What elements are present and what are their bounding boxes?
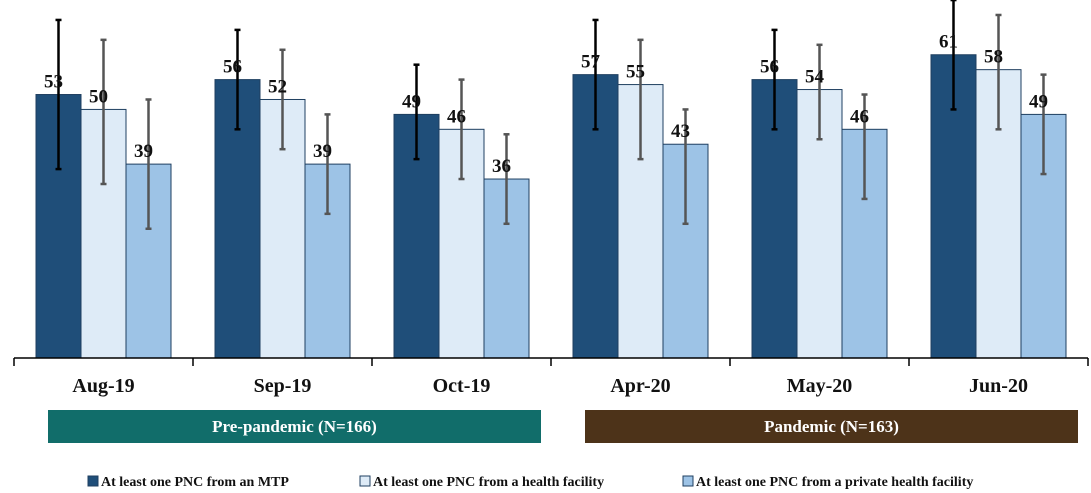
value-label-jun-20-series-3: 49 — [1029, 91, 1048, 112]
tick-label-apr-20: Apr-20 — [610, 375, 670, 397]
tick-label-oct-19: Oct-19 — [433, 375, 491, 397]
value-label-aug-19-series-3: 39 — [134, 141, 153, 162]
legend-label-series-3: At least one PNC from a private health f… — [696, 475, 973, 490]
bar-jun-20-series-2 — [975, 69, 1022, 359]
period-label-pre-pandemic-n-166: Pre-pandemic (N=166) — [212, 417, 377, 436]
period-bands: Pre-pandemic (N=166) Pandemic (N=163) — [48, 410, 1078, 443]
value-labels-layer: 53 50 39 56 52 39 49 46 36 57 55 43 56 54 46 61 58 49 — [44, 32, 1048, 177]
tick-label-may-20: May-20 — [787, 375, 853, 397]
legend-label-series-1: At least one PNC from an MTP — [101, 475, 289, 490]
legend-swatch-series-3 — [682, 475, 694, 487]
tick-label-sep-19: Sep-19 — [254, 375, 312, 397]
value-label-sep-19-series-3: 39 — [313, 141, 332, 162]
value-label-oct-19-series-2: 46 — [447, 106, 466, 127]
value-label-sep-19-series-2: 52 — [268, 76, 287, 97]
period-band-pre-pandemic-n-166 — [48, 410, 541, 443]
value-label-oct-19-series-1: 49 — [402, 91, 421, 112]
tick-label-aug-19: Aug-19 — [72, 375, 134, 397]
error-bars-layer — [55, 0, 1047, 230]
value-label-sep-19-series-1: 56 — [223, 57, 242, 78]
x-axis: Aug-19 Sep-19 Oct-19 Apr-20 May-20 Jun-20 — [13, 357, 1089, 397]
value-label-apr-20-series-1: 57 — [581, 52, 601, 73]
value-label-aug-19-series-2: 50 — [89, 86, 108, 107]
legend-swatch-series-2 — [359, 475, 371, 487]
legend-label-series-2: At least one PNC from a health facility — [373, 475, 604, 490]
value-label-may-20-series-1: 56 — [760, 57, 779, 78]
value-label-may-20-series-2: 54 — [805, 67, 825, 88]
period-label-pandemic-n-163: Pandemic (N=163) — [764, 417, 899, 436]
value-label-may-20-series-3: 46 — [850, 106, 869, 127]
value-label-apr-20-series-3: 43 — [671, 121, 690, 142]
value-label-oct-19-series-3: 36 — [492, 156, 511, 177]
value-label-jun-20-series-2: 58 — [984, 47, 1003, 68]
bars-layer — [35, 54, 1067, 359]
value-label-apr-20-series-2: 55 — [626, 62, 645, 83]
tick-label-jun-20: Jun-20 — [969, 375, 1028, 397]
legend: At least one PNC from an MTP At least one… — [87, 475, 973, 490]
value-label-aug-19-series-1: 53 — [44, 72, 63, 93]
period-band-pandemic-n-163 — [585, 410, 1078, 443]
value-label-jun-20-series-1: 61 — [939, 32, 958, 53]
legend-swatch-series-1 — [87, 475, 99, 487]
